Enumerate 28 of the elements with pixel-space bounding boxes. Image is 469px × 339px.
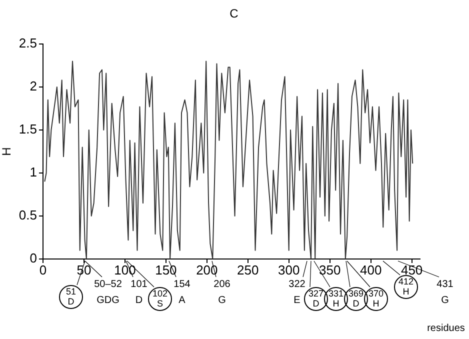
x-tick-label: 0 [39,262,47,278]
text: 102 S [152,288,168,308]
text: 327 D [308,288,324,308]
x-tick-label: 450 [400,262,423,278]
y-tick-label: 1.5 [18,122,37,137]
x-axis-title: residues [427,322,465,334]
x-tick-label: 300 [278,262,300,278]
text: 412 H [398,276,414,296]
y-tick-label: 1 [30,164,37,180]
text: 154 A [174,278,191,306]
text: 322 E [288,278,306,306]
text: 206 G [214,278,231,306]
x-tick-label: 350 [318,262,341,278]
text: 431 G [436,278,454,306]
text: 370 H [368,288,384,308]
x-tick-label: 400 [360,262,382,278]
y-tick-label: 2.5 [18,36,37,51]
text: 331 H [328,288,344,308]
y-tick-label: 0 [30,250,37,266]
chart-title: C [230,6,239,20]
text: 369 D [348,288,364,308]
y-tick-label: 2 [30,78,37,94]
y-axis-title: H [0,147,14,156]
text: 50–52 GDG [94,278,122,306]
x-tick-label: 250 [237,262,259,278]
y-tick-label: 0.5 [18,208,37,223]
text: 101 D [130,278,148,306]
text: 51 D [66,286,76,306]
